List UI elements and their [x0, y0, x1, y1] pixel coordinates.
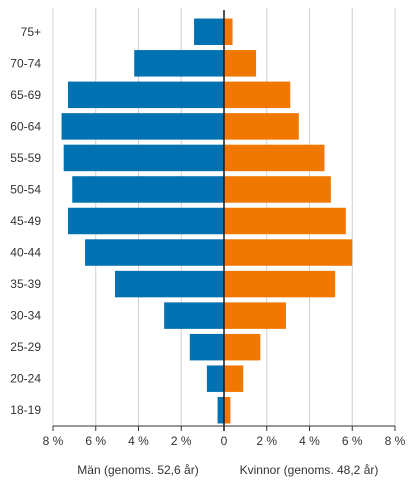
- bar-women-18-19: [224, 396, 231, 424]
- x-axis-label-men: Män (genoms. 52,6 år): [77, 463, 198, 477]
- category-label: 25-29: [10, 340, 41, 354]
- x-tick-label: 8 %: [43, 434, 64, 448]
- bar-women-30-34: [224, 302, 286, 329]
- x-tick-label: 2 %: [171, 434, 192, 448]
- bar-women-75+: [224, 18, 233, 46]
- x-tick-label: 0: [221, 434, 228, 448]
- bars: [61, 18, 353, 424]
- bar-women-40-44: [224, 239, 353, 266]
- x-tick-label: 6 %: [342, 434, 363, 448]
- category-label: 75+: [21, 25, 41, 39]
- x-tick-label: 4 %: [128, 434, 149, 448]
- x-tick-label: 2 %: [256, 434, 277, 448]
- category-labels: 75+ 70-74 65-69 60-64 55-59 50-54 45-49 40-44 35…: [10, 25, 41, 417]
- x-tick-label: 6 %: [85, 434, 106, 448]
- bar-men-75+: [194, 18, 224, 46]
- x-axis-label-women: Kvinnor (genoms. 48,2 år): [240, 463, 379, 477]
- bar-men-50-54: [72, 176, 224, 203]
- category-label: 30-34: [10, 309, 41, 323]
- bar-women-20-24: [224, 365, 244, 392]
- category-label: 60-64: [10, 119, 41, 133]
- bar-men-45-49: [67, 207, 225, 235]
- bar-men-65-69: [67, 81, 225, 109]
- bar-men-35-39: [114, 270, 224, 298]
- bar-women-60-64: [224, 113, 299, 140]
- bar-women-70-74: [224, 50, 257, 77]
- bar-women-65-69: [224, 81, 291, 109]
- category-label: 50-54: [10, 182, 41, 196]
- category-label: 40-44: [10, 246, 41, 260]
- bar-women-25-29: [224, 333, 261, 361]
- bar-men-25-29: [189, 333, 224, 361]
- bar-women-35-39: [224, 270, 336, 298]
- category-label: 18-19: [10, 403, 41, 417]
- bar-men-40-44: [85, 239, 224, 266]
- x-tick-label: 8 %: [385, 434, 406, 448]
- bar-men-30-34: [164, 302, 224, 329]
- bar-men-55-59: [63, 144, 224, 172]
- x-axis: 8 % 6 % 4 % 2 % 0 2 % 4 % 6 % 8 %: [43, 425, 406, 448]
- bar-women-50-54: [224, 176, 331, 203]
- bar-women-45-49: [224, 207, 346, 235]
- category-label: 35-39: [10, 277, 41, 291]
- bar-men-60-64: [61, 113, 224, 140]
- category-label: 45-49: [10, 214, 41, 228]
- x-tick-label: 4 %: [299, 434, 320, 448]
- bar-men-18-19: [217, 396, 224, 424]
- bar-men-70-74: [134, 50, 224, 77]
- category-label: 65-69: [10, 88, 41, 102]
- category-label: 55-59: [10, 151, 41, 165]
- bar-men-20-24: [206, 365, 224, 392]
- category-label: 20-24: [10, 372, 41, 386]
- category-label: 70-74: [10, 56, 41, 70]
- bar-women-55-59: [224, 144, 325, 172]
